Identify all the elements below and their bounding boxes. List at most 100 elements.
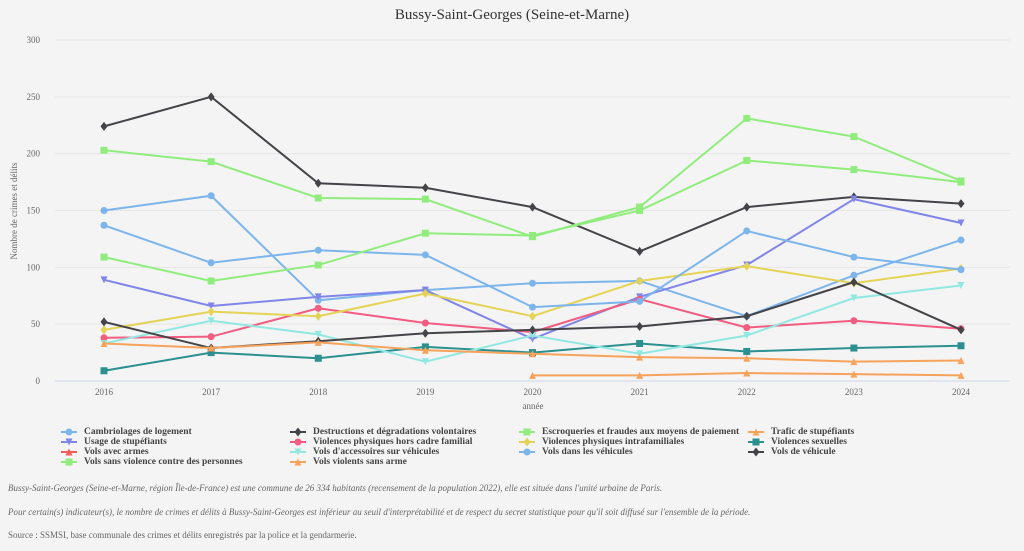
- data-point[interactable]: [314, 293, 322, 301]
- legend-item[interactable]: Vols dans les véhicules: [518, 447, 747, 457]
- data-point[interactable]: [743, 324, 751, 332]
- legend-item[interactable]: Violences sexuelles: [747, 437, 947, 447]
- legend-symbol[interactable]: [752, 428, 760, 436]
- data-point[interactable]: [100, 146, 108, 154]
- data-point[interactable]: [957, 342, 965, 350]
- data-point[interactable]: [421, 288, 429, 298]
- data-point[interactable]: [207, 333, 215, 341]
- data-point[interactable]: [957, 199, 965, 209]
- legend-item[interactable]: Trafic de stupéfiants: [747, 427, 947, 437]
- data-point[interactable]: [314, 304, 322, 312]
- data-point[interactable]: [743, 354, 751, 362]
- data-point[interactable]: [529, 371, 536, 379]
- data-point[interactable]: [850, 253, 858, 261]
- data-point[interactable]: [850, 317, 858, 325]
- legend-symbol[interactable]: [523, 428, 531, 436]
- data-point[interactable]: [100, 367, 108, 375]
- data-point[interactable]: [100, 221, 108, 229]
- data-point[interactable]: [850, 344, 858, 352]
- legend-item[interactable]: Destructions et dégradations volontaires: [289, 427, 518, 437]
- legend-item[interactable]: Escroqueries et fraudes aux moyens de pa…: [518, 427, 747, 437]
- legend-symbol[interactable]: [294, 438, 302, 446]
- data-point[interactable]: [743, 156, 751, 164]
- data-point[interactable]: [207, 259, 215, 267]
- data-point[interactable]: [529, 325, 536, 335]
- data-point[interactable]: [100, 334, 108, 342]
- data-point[interactable]: [743, 261, 751, 271]
- data-point[interactable]: [957, 371, 965, 379]
- legend-symbol[interactable]: [65, 448, 73, 456]
- data-point[interactable]: [743, 311, 751, 321]
- data-point[interactable]: [957, 325, 965, 335]
- legend-item[interactable]: Vols d'accessoires sur véhicules: [289, 447, 518, 457]
- data-point[interactable]: [850, 271, 858, 279]
- legend-symbol[interactable]: [752, 438, 760, 446]
- data-point[interactable]: [100, 253, 108, 261]
- data-point[interactable]: [957, 178, 965, 186]
- data-point[interactable]: [850, 370, 858, 378]
- data-point[interactable]: [421, 346, 429, 354]
- legend-item[interactable]: Vols avec armes: [60, 447, 289, 457]
- data-point[interactable]: [100, 339, 108, 347]
- legend-symbol[interactable]: [65, 428, 73, 436]
- legend-symbol[interactable]: [65, 458, 73, 466]
- data-point[interactable]: [743, 114, 751, 122]
- data-point[interactable]: [743, 347, 751, 355]
- data-point[interactable]: [850, 133, 858, 141]
- data-point[interactable]: [100, 325, 108, 335]
- data-point[interactable]: [850, 166, 858, 174]
- data-point[interactable]: [636, 297, 644, 305]
- data-point[interactable]: [207, 302, 215, 310]
- legend-item[interactable]: Cambriolages de logement: [60, 427, 289, 437]
- data-point[interactable]: [421, 319, 429, 327]
- data-point[interactable]: [636, 371, 644, 379]
- legend-item[interactable]: Vols violents sans arme: [289, 457, 518, 467]
- data-point[interactable]: [743, 202, 751, 212]
- data-point[interactable]: [207, 307, 215, 317]
- legend-item[interactable]: Violences physiques intrafamiliales: [518, 437, 747, 447]
- legend-symbol[interactable]: [294, 448, 302, 456]
- data-point[interactable]: [529, 202, 536, 212]
- legend-item[interactable]: Violences physiques hors cadre familial: [289, 437, 518, 447]
- legend-symbol[interactable]: [294, 427, 302, 437]
- data-point[interactable]: [314, 194, 322, 202]
- data-point[interactable]: [850, 358, 858, 366]
- data-point[interactable]: [314, 338, 322, 346]
- data-point[interactable]: [314, 261, 322, 269]
- data-point[interactable]: [207, 349, 215, 357]
- data-point[interactable]: [529, 332, 536, 340]
- data-point[interactable]: [636, 246, 644, 256]
- data-point[interactable]: [850, 294, 858, 302]
- data-point[interactable]: [743, 369, 751, 377]
- data-point[interactable]: [421, 358, 429, 366]
- data-point[interactable]: [957, 219, 965, 227]
- data-point[interactable]: [529, 303, 536, 311]
- legend-item[interactable]: Vols sans violence contre des personnes: [60, 457, 289, 467]
- data-point[interactable]: [100, 317, 108, 327]
- data-point[interactable]: [636, 339, 644, 347]
- data-point[interactable]: [743, 332, 751, 340]
- data-point[interactable]: [743, 227, 751, 235]
- data-point[interactable]: [529, 311, 536, 321]
- data-point[interactable]: [207, 158, 215, 166]
- data-point[interactable]: [314, 354, 322, 362]
- data-point[interactable]: [314, 246, 322, 254]
- data-point[interactable]: [529, 232, 536, 240]
- data-point[interactable]: [957, 282, 965, 290]
- data-point[interactable]: [100, 121, 108, 131]
- data-point[interactable]: [636, 207, 644, 214]
- data-point[interactable]: [636, 353, 644, 361]
- data-point[interactable]: [100, 207, 108, 214]
- legend-symbol[interactable]: [752, 447, 760, 457]
- data-point[interactable]: [100, 276, 108, 284]
- data-point[interactable]: [421, 183, 429, 193]
- legend-symbol[interactable]: [523, 437, 531, 447]
- data-point[interactable]: [529, 350, 536, 358]
- data-point[interactable]: [421, 251, 429, 259]
- legend-symbol[interactable]: [65, 438, 73, 446]
- data-point[interactable]: [957, 236, 965, 244]
- data-point[interactable]: [207, 192, 215, 200]
- data-point[interactable]: [207, 277, 215, 285]
- data-point[interactable]: [636, 321, 644, 331]
- data-point[interactable]: [207, 92, 215, 102]
